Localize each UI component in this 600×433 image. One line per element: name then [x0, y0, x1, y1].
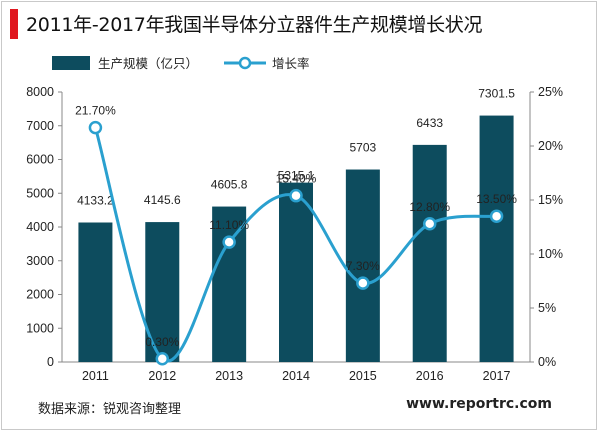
left-axis-tick-label: 4000 — [26, 220, 54, 234]
growth-value-label: 12.80% — [409, 200, 450, 214]
growth-point-2013 — [222, 235, 236, 249]
right-axis-tick-label: 5% — [538, 301, 556, 315]
right-axis-tick-label: 20% — [538, 139, 563, 153]
left-axis-tick-label: 0 — [47, 355, 54, 369]
x-axis-tick-label: 2014 — [282, 369, 310, 383]
growth-value-label: 21.70% — [75, 104, 116, 118]
x-axis-tick-label: 2012 — [148, 369, 176, 383]
bar-2015 — [345, 169, 380, 362]
bar-value-label: 4133.2 — [77, 194, 114, 208]
right-axis-tick-label: 0% — [538, 355, 556, 369]
title-accent-bar — [10, 9, 18, 39]
bar-value-label: 6433 — [416, 116, 443, 130]
right-axis-tick-label: 10% — [538, 247, 563, 261]
bar-2017 — [479, 115, 514, 362]
data-source-note: 数据来源：锐观咨询整理 — [38, 402, 182, 417]
right-axis-tick-label: 25% — [538, 85, 563, 99]
x-axis-tick-label: 2015 — [349, 369, 377, 383]
growth-rate-line — [93, 127, 497, 363]
left-axis-tick-label: 6000 — [26, 153, 54, 167]
left-axis-tick-label: 8000 — [26, 85, 54, 99]
bar-value-label: 5703 — [350, 141, 377, 155]
x-axis-tick-label: 2017 — [483, 369, 511, 383]
x-axis-tick-label: 2011 — [82, 369, 109, 383]
bar-value-label: 7301.5 — [478, 87, 515, 101]
legend-line-marker — [238, 56, 252, 70]
source-url: www.reportrc.com — [406, 396, 552, 412]
growth-value-label: 15.40% — [276, 172, 317, 186]
bar-2011 — [78, 222, 113, 362]
growth-point-2015 — [356, 276, 370, 290]
left-axis-tick-label: 7000 — [26, 119, 54, 133]
growth-value-label: 7.30% — [346, 259, 380, 273]
bar-value-label: 4145.6 — [144, 193, 181, 207]
right-axis-tick-label: 15% — [538, 193, 563, 207]
bar-2013 — [212, 206, 247, 362]
growth-value-label: 11.10% — [209, 218, 249, 232]
bar-2016 — [412, 144, 447, 362]
bar-value-label: 4605.8 — [211, 178, 248, 192]
legend-bar-swatch — [52, 56, 90, 70]
bar-2014 — [279, 182, 313, 362]
bar-value-label: 5315.1 — [278, 169, 315, 183]
x-axis-tick-label: 2013 — [215, 369, 243, 383]
x-axis-tick-label: 2016 — [416, 369, 444, 383]
left-axis-tick-label: 1000 — [26, 321, 54, 335]
growth-point-2011 — [88, 120, 103, 135]
left-axis-tick-label: 5000 — [26, 186, 54, 200]
growth-point-2012 — [155, 352, 170, 366]
growth-value-label: 13.50% — [476, 192, 517, 206]
growth-point-2016 — [422, 217, 437, 231]
legend-line-label: 增长率 — [272, 56, 310, 71]
growth-point-2014 — [289, 188, 303, 203]
legend-bar-label: 生产规模（亿只） — [98, 56, 198, 71]
chart-title: 2011年-2017年我国半导体分立器件生产规模增长状况 — [26, 14, 483, 36]
growth-value-label: 0.30% — [145, 335, 179, 349]
left-axis-tick-label: 3000 — [26, 254, 54, 268]
left-axis-tick-label: 2000 — [26, 288, 54, 302]
growth-point-2017 — [489, 209, 504, 223]
